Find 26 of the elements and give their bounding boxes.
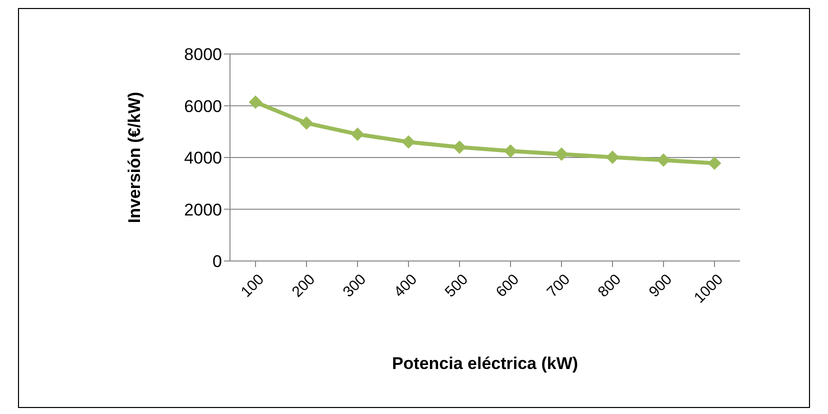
point xyxy=(555,148,568,161)
y-tick-label: 2000 xyxy=(184,200,222,220)
point xyxy=(453,140,466,154)
x-tick-label: 100 xyxy=(238,270,268,301)
x-tick-label: 500 xyxy=(442,270,472,301)
x-tick-label: 300 xyxy=(340,270,370,301)
point xyxy=(249,96,262,109)
y-tick-label: 6000 xyxy=(184,96,222,116)
x-tick-label: 400 xyxy=(390,270,421,301)
x-tick-label: 900 xyxy=(646,270,676,301)
y-tick-label: 8000 xyxy=(184,45,222,64)
y-axis-title: Inversión (€/kW) xyxy=(125,92,144,224)
y-tick-label: 4000 xyxy=(184,148,222,168)
point xyxy=(708,156,721,170)
x-tick-label: 200 xyxy=(288,270,319,301)
x-axis-title: Potencia eléctrica (kW) xyxy=(392,354,578,373)
point xyxy=(657,154,670,167)
point xyxy=(402,135,415,148)
point xyxy=(300,116,313,130)
x-tick-label: 600 xyxy=(492,270,523,301)
point xyxy=(351,128,364,141)
point xyxy=(504,144,517,158)
x-tick-label: 700 xyxy=(544,270,574,301)
y-tick-label: 0 xyxy=(212,252,222,272)
point xyxy=(606,150,619,164)
x-tick-label: 800 xyxy=(594,270,625,301)
